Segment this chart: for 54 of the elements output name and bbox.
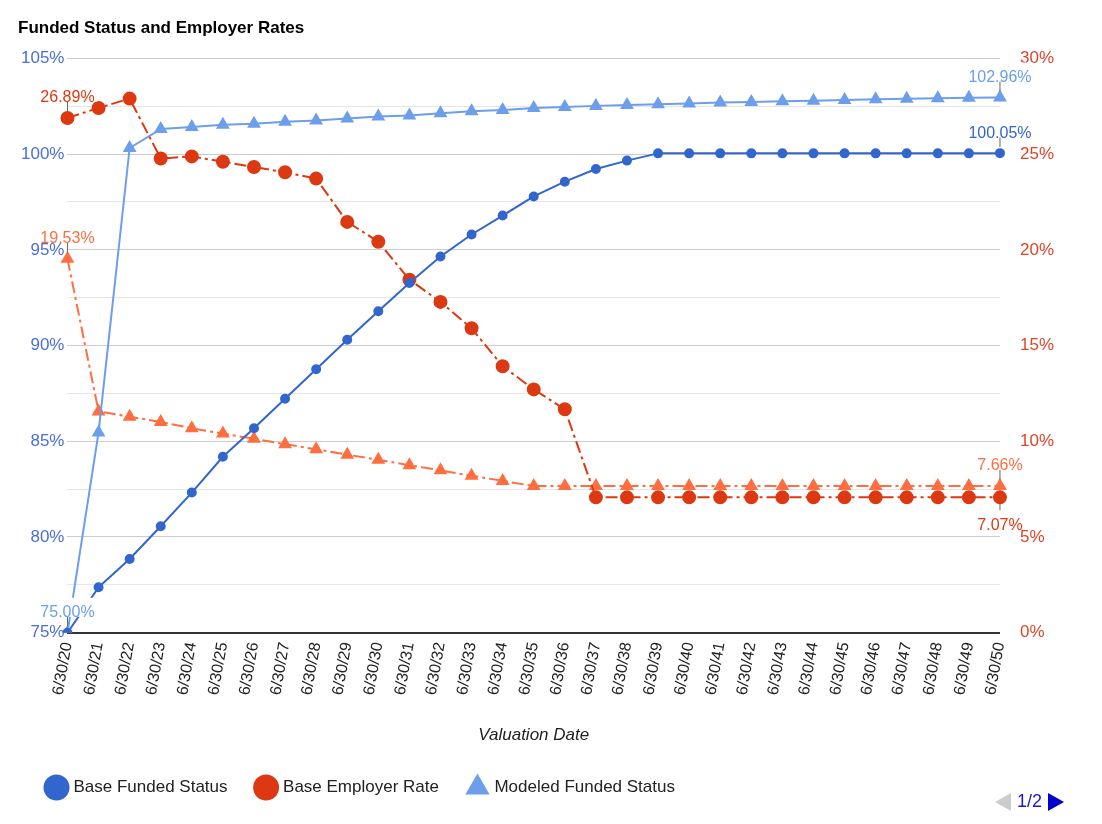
x-tick-label: 6/30/30 [359, 640, 386, 697]
x-tick-label: 6/30/29 [328, 640, 355, 697]
y2-tick-label: 0% [1019, 622, 1045, 642]
x-tick-label: 6/30/43 [763, 640, 790, 697]
x-tick-label: 6/30/36 [546, 640, 573, 697]
x-tick-label: 6/30/35 [515, 640, 542, 697]
y2-tick-label: 10% [1019, 430, 1055, 450]
data-label: 26.89% [40, 88, 95, 106]
x-tick-label: 6/30/37 [577, 640, 604, 697]
y-tick-label: 80% [30, 526, 65, 546]
legend-label: Base Employer Rate [283, 777, 439, 797]
x-tick-label: 6/30/24 [173, 640, 200, 697]
x-tick-label: 6/30/38 [608, 640, 635, 697]
x-axis-title: Valuation Date [478, 724, 590, 744]
y2-tick-label: 15% [1019, 335, 1055, 355]
x-tick-label: 6/30/50 [981, 640, 1008, 697]
x-tick-label: 6/30/33 [452, 640, 479, 697]
y2-tick-label: 20% [1019, 239, 1055, 259]
x-tick-label: 6/30/32 [421, 640, 448, 697]
x-tick-label: 6/30/28 [297, 640, 324, 697]
x-tick-label: 6/30/46 [856, 640, 883, 697]
x-tick-label: 6/30/20 [48, 640, 75, 697]
data-label: 75.00% [40, 603, 95, 621]
x-tick-label: 6/30/22 [110, 640, 137, 697]
x-tick-label: 6/30/26 [235, 640, 262, 697]
x-tick-label: 6/30/41 [701, 640, 728, 697]
x-tick-label: 6/30/21 [79, 640, 106, 697]
x-tick-label: 6/30/39 [639, 640, 666, 697]
x-tick-label: 6/30/34 [483, 640, 510, 697]
y2-tick-label: 25% [1019, 143, 1055, 163]
data-label: 7.66% [977, 456, 1023, 474]
legend-label: Base Funded Status [73, 777, 228, 797]
x-tick-label: 6/30/31 [390, 640, 417, 697]
y-tick-label: 105% [21, 48, 65, 68]
data-label: 102.96% [968, 67, 1032, 85]
chart-title: Funded Status and Employer Rates [18, 17, 305, 37]
text: 1/2 [1016, 791, 1042, 812]
x-tick-label: 6/30/48 [919, 640, 946, 697]
x-tick-label: 6/30/27 [266, 640, 293, 697]
y2-tick-label: 30% [1019, 48, 1055, 68]
x-tick-label: 6/30/49 [950, 640, 977, 697]
y-tick-label: 85% [30, 430, 65, 450]
x-tick-label: 6/30/40 [670, 640, 697, 697]
y-tick-label: 75% [30, 622, 65, 642]
x-tick-label: 6/30/25 [204, 640, 231, 697]
legend-label: Modeled Funded Status [494, 777, 675, 797]
x-tick-label: 6/30/23 [142, 640, 169, 697]
y-tick-label: 90% [30, 335, 65, 355]
data-label: 100.05% [968, 123, 1032, 141]
x-tick-label: 6/30/45 [825, 640, 852, 697]
x-tick-label: 6/30/42 [732, 640, 759, 697]
x-tick-label: 6/30/47 [888, 640, 915, 697]
x-tick-label: 6/30/44 [794, 640, 821, 697]
y-tick-label: 100% [21, 143, 65, 163]
